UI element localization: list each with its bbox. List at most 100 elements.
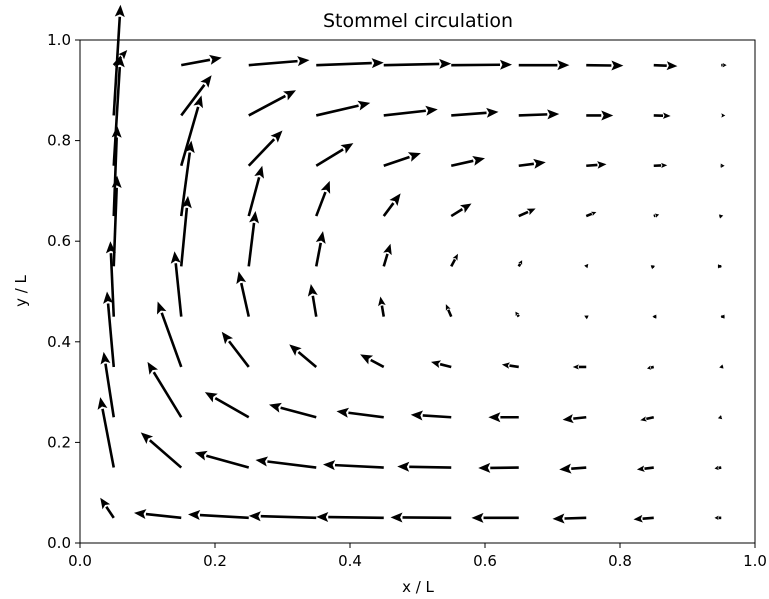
vector-arrow xyxy=(248,511,317,522)
vector-arrow xyxy=(586,110,614,121)
x-tick-label: 0.6 xyxy=(473,552,497,570)
vector-arrow xyxy=(488,412,519,423)
vector-arrow xyxy=(140,432,183,469)
vector-arrow xyxy=(451,59,512,70)
vector-arrow xyxy=(410,410,452,421)
x-tick-label: 0.8 xyxy=(608,552,632,570)
vector-arrow xyxy=(382,193,401,217)
vector-arrow xyxy=(721,113,726,118)
x-tick-label: 0.2 xyxy=(203,552,227,570)
vector-arrow xyxy=(134,509,182,520)
vector-arrow xyxy=(584,263,589,269)
vector-arrow xyxy=(360,354,385,369)
vector-arrow xyxy=(316,512,384,523)
vector-arrow xyxy=(111,175,122,267)
vector-arrow xyxy=(100,497,115,519)
vector-arrow xyxy=(112,50,128,67)
vector-arrow xyxy=(586,161,607,169)
vector-arrow xyxy=(653,112,671,119)
vector-arrow xyxy=(450,253,458,267)
x-axis: 0.0 0.2 0.4 0.6 0.8 1.0 xyxy=(68,543,767,570)
vector-arrow xyxy=(269,402,317,419)
vector-arrow xyxy=(181,54,222,67)
x-tick-label: 0.4 xyxy=(338,552,362,570)
vector-arrow xyxy=(383,105,438,117)
arrow-field xyxy=(97,4,727,524)
vector-arrow xyxy=(501,362,519,369)
vector-arrow xyxy=(157,301,183,368)
y-axis: 0.0 0.2 0.4 0.6 0.8 1.0 xyxy=(47,31,80,552)
vector-arrow xyxy=(431,360,452,369)
vector-arrow xyxy=(307,283,318,317)
vector-arrow xyxy=(180,75,212,117)
vector-arrow xyxy=(471,512,519,523)
vector-arrow xyxy=(552,513,587,524)
vector-arrow xyxy=(653,61,678,71)
vector-arrow xyxy=(383,152,421,167)
vector-arrow xyxy=(518,109,560,120)
vector-arrow xyxy=(289,344,318,368)
vector-arrow xyxy=(584,315,589,320)
vector-arrow xyxy=(336,407,384,419)
vector-arrow xyxy=(647,365,655,370)
vector-arrow xyxy=(721,62,727,68)
vector-arrow xyxy=(179,140,195,217)
vector-arrow xyxy=(451,107,499,118)
vector-arrow xyxy=(112,4,125,116)
vector-arrow xyxy=(315,143,354,167)
vector-arrow xyxy=(652,314,657,319)
vector-arrow xyxy=(720,163,725,168)
vector-arrow xyxy=(97,397,116,468)
y-tick-label: 1.0 xyxy=(47,31,71,49)
vector-arrow xyxy=(180,95,203,167)
vector-arrow xyxy=(719,364,724,369)
vector-arrow xyxy=(572,364,587,370)
vector-arrow xyxy=(147,361,183,418)
vector-arrow xyxy=(450,155,485,168)
vector-arrow xyxy=(236,271,251,317)
vector-arrow xyxy=(247,130,283,167)
vector-arrow xyxy=(170,251,183,317)
vector-arrow xyxy=(188,510,249,521)
vector-arrow xyxy=(383,58,452,69)
x-axis-label: x / L xyxy=(402,578,434,596)
vector-arrow xyxy=(653,162,668,169)
vector-arrow xyxy=(653,213,660,218)
vector-arrow xyxy=(255,456,317,469)
vector-arrow xyxy=(720,314,725,319)
vector-arrow xyxy=(194,450,250,469)
y-tick-label: 0.4 xyxy=(47,333,71,351)
vector-arrow xyxy=(714,465,722,471)
vector-arrow xyxy=(247,165,264,217)
vector-arrow xyxy=(397,461,452,472)
vector-arrow xyxy=(518,208,536,218)
vector-arrow xyxy=(100,351,116,418)
vector-arrow xyxy=(248,90,296,117)
vector-arrow xyxy=(103,291,116,368)
vector-arrow xyxy=(478,462,519,473)
vector-arrow xyxy=(517,260,523,267)
vector-arrow xyxy=(382,243,392,267)
vector-arrow xyxy=(221,331,250,368)
chart-title: Stommel circulation xyxy=(323,10,513,32)
x-tick-label: 1.0 xyxy=(743,552,767,570)
y-axis-label: y / L xyxy=(12,274,30,306)
vector-arrow xyxy=(315,100,371,117)
vector-arrow xyxy=(315,180,331,217)
vector-arrow xyxy=(717,264,722,269)
y-tick-label: 0.2 xyxy=(47,433,71,451)
vector-arrow xyxy=(518,60,570,71)
vector-arrow xyxy=(204,392,250,419)
vector-arrow xyxy=(390,512,452,523)
plot-frame xyxy=(79,39,756,544)
vector-arrow xyxy=(718,214,724,219)
vector-arrow xyxy=(179,195,192,267)
y-tick-label: 0.0 xyxy=(47,534,71,552)
vector-arrow xyxy=(559,463,587,474)
y-tick-label: 0.8 xyxy=(47,132,71,150)
vector-arrow xyxy=(445,304,453,318)
vector-arrow xyxy=(717,415,723,420)
vector-arrow xyxy=(562,414,587,424)
vector-arrow xyxy=(323,460,384,471)
vector-arrow xyxy=(585,211,597,218)
